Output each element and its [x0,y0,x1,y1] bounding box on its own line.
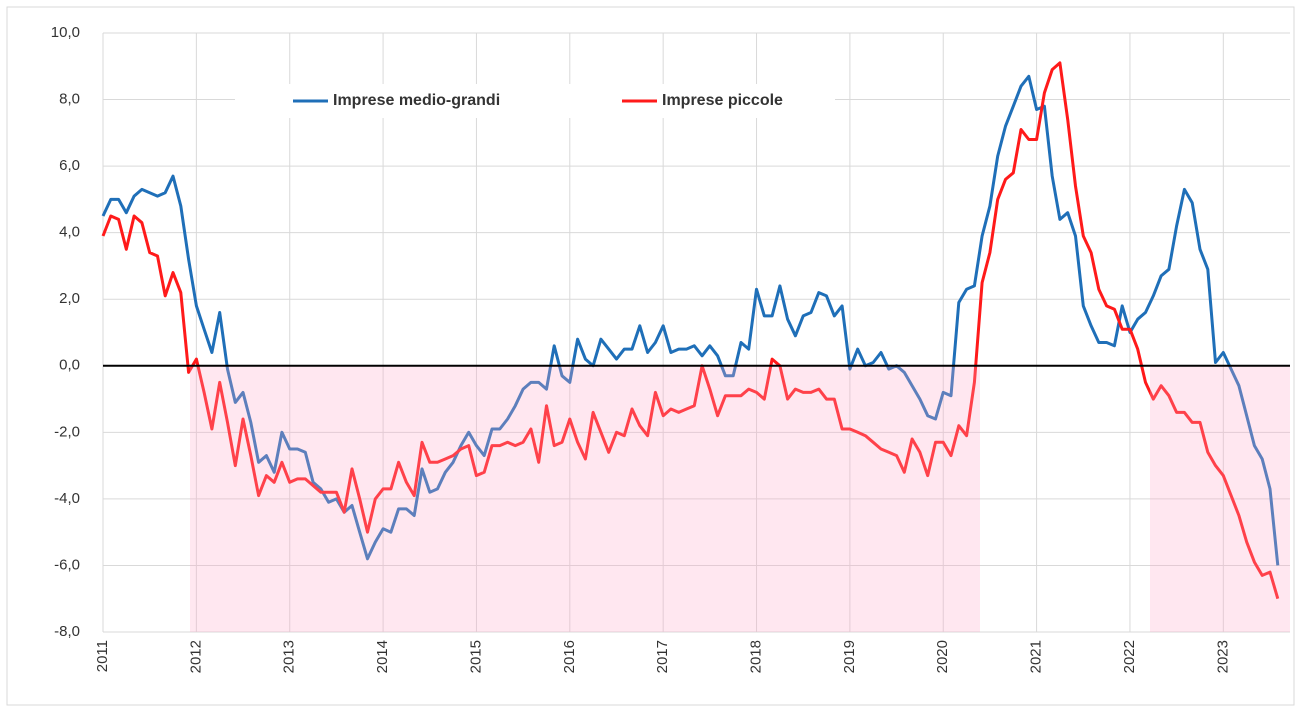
y-tick-label: 10,0 [51,24,80,41]
legend-label: Imprese medio-grandi [333,92,500,109]
x-tick-label: 2015 [467,640,484,673]
y-tick-label: -2,0 [54,423,80,440]
x-tick-label: 2021 [1028,640,1045,673]
y-tick-label: 4,0 [59,224,80,241]
y-tick-label: 8,0 [59,91,80,108]
legend-label: Imprese piccole [662,92,783,109]
x-tick-label: 2018 [747,640,764,673]
chart-border [6,6,1295,706]
x-tick-label: 2020 [934,640,951,673]
x-tick-label: 2012 [187,640,204,673]
x-tick-label: 2022 [1121,640,1138,673]
series-line [101,74,1280,566]
x-tick-label: 2011 [94,640,111,672]
x-tick-label: 2019 [841,640,858,673]
x-tick-label: 2016 [561,640,578,673]
x-tick-label: 2014 [374,640,391,673]
series-line [101,61,1280,600]
legend-box [235,84,835,118]
shaded-period [190,366,980,632]
y-tick-label: 6,0 [59,157,80,174]
x-tick-label: 2013 [281,640,298,673]
lines [101,61,1280,600]
x-tick-label: 2023 [1214,640,1231,673]
y-tick-label: -4,0 [54,490,80,507]
shaded-period [1150,366,1290,632]
x-tick-label: 2017 [654,640,671,673]
axes: -8,0 -6,0 -4,0 -2,0 0,0 2,0 4,0 6,0 8,0 10,0 2011 2… [51,24,1290,673]
y-tick-label: 2,0 [59,290,80,307]
y-tick-label: -6,0 [54,556,80,573]
y-tick-label: 0,0 [59,357,80,374]
y-tick-label: -8,0 [54,623,80,640]
